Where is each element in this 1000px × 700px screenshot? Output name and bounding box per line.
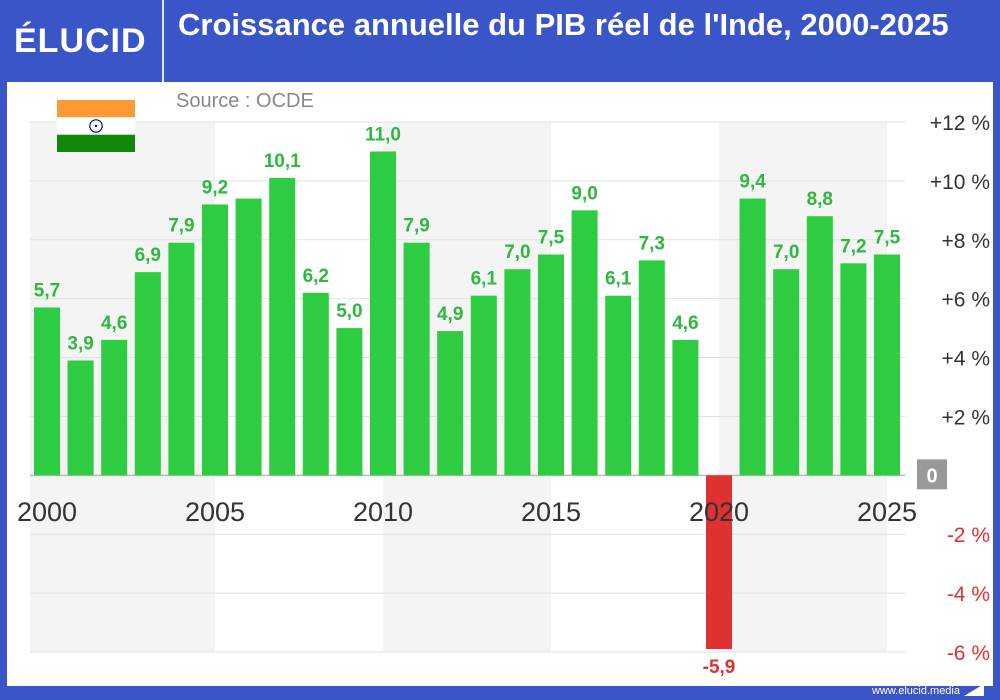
- data-label-2008: 6,2: [303, 266, 329, 287]
- data-label-2004: 7,9: [168, 216, 194, 237]
- bar-2020: [706, 475, 732, 650]
- y-tick-4: +4 %: [942, 348, 990, 371]
- data-label-2005: 9,2: [202, 177, 228, 198]
- x-tick-2000: 2000: [17, 497, 77, 527]
- bar-2008: [302, 292, 329, 476]
- header-divider: [162, 0, 164, 82]
- india-flag-icon: [57, 100, 135, 152]
- data-label-2018: 7,3: [639, 233, 665, 254]
- data-label-2003: 6,9: [135, 245, 161, 266]
- y-tick-12: +12 %: [930, 112, 990, 135]
- bar-2000: [34, 307, 60, 476]
- bar-2016: [571, 210, 598, 476]
- bar-2024: [840, 263, 867, 476]
- source-note: Source : OCDE: [176, 90, 314, 112]
- data-label-2011: 7,9: [403, 216, 429, 237]
- elucid-mark-icon: [964, 684, 984, 696]
- bar-2014: [504, 269, 531, 476]
- data-labels: 5,7 3,9 4,6 6,9 7,9 9,2 10,1 6,2 5,0 11,0 7,9 4,9 6,…: [34, 124, 901, 678]
- bar-2019: [672, 339, 699, 476]
- bar-2002: [101, 339, 128, 476]
- bar-2004: [168, 242, 195, 476]
- x-tick-2005: 2005: [185, 497, 245, 527]
- data-label-2024: 7,2: [840, 236, 866, 257]
- data-label-2017: 6,1: [605, 269, 632, 290]
- bar-2015: [538, 254, 564, 476]
- y-tick-8: +8 %: [942, 230, 990, 253]
- data-label-2002: 4,6: [101, 313, 127, 334]
- y-tick--4: -4 %: [947, 583, 990, 606]
- data-label-2022: 7,0: [773, 242, 799, 263]
- data-label-2016: 9,0: [571, 183, 597, 204]
- data-label-2015: 7,5: [538, 228, 565, 249]
- elucid-logo[interactable]: ÉLUCID: [14, 22, 147, 60]
- ashoka-chakra-icon: [89, 119, 103, 133]
- data-label-2012: 4,9: [437, 304, 463, 325]
- x-tick-2010: 2010: [353, 497, 413, 527]
- x-tick-2015: 2015: [521, 497, 581, 527]
- x-tick-2020: 2020: [689, 497, 749, 527]
- bars: [34, 151, 900, 650]
- bar-2021: [739, 198, 766, 476]
- bar-2018: [638, 260, 665, 476]
- data-label-2025: 7,5: [874, 228, 901, 249]
- data-label-2014: 7,0: [504, 242, 530, 263]
- y-tick-2: +2 %: [942, 406, 990, 429]
- flag-stripe-green: [57, 134, 135, 152]
- bar-2005: [202, 204, 228, 476]
- data-label-2021: 9,4: [739, 172, 766, 193]
- data-label-2007: 10,1: [264, 151, 301, 172]
- y-tick-0: 0: [926, 465, 937, 487]
- data-label-2020: -5,9: [703, 657, 736, 678]
- y-tick-labels: +12 % +10 % +8 % +6 % +4 % +2 % 0 -2 % -4 % -6 %: [917, 112, 990, 665]
- y-tick-10: +10 %: [930, 171, 990, 194]
- data-label-2013: 6,1: [471, 269, 498, 290]
- bar-2025: [874, 254, 900, 476]
- bar-2023: [806, 216, 833, 476]
- bar-2012: [437, 331, 464, 476]
- bar-2003: [134, 272, 161, 476]
- data-label-2019: 4,6: [672, 313, 698, 334]
- y-tick--6: -6 %: [947, 642, 990, 665]
- bar-2013: [470, 295, 497, 476]
- data-label-2023: 8,8: [807, 189, 833, 210]
- bar-2007: [269, 177, 296, 476]
- header: ÉLUCID Croissance annuelle du PIB réel d…: [0, 0, 1000, 82]
- zero-badge: [917, 459, 947, 490]
- bar-2006: [235, 198, 262, 476]
- y-tick--2: -2 %: [947, 524, 990, 547]
- bar-2011: [403, 242, 430, 476]
- data-label-2009: 5,0: [336, 301, 362, 322]
- bar-2009: [336, 328, 363, 476]
- website-link[interactable]: www.elucid.media: [871, 685, 960, 697]
- bar-2001: [67, 360, 94, 476]
- chart-title: Croissance annuelle du PIB réel de l'Ind…: [178, 7, 949, 42]
- x-tick-2025: 2025: [857, 497, 917, 527]
- x-tick-labels: 2000 2005 2010 2015 2020 2025: [17, 497, 917, 527]
- data-label-2010: 11,0: [365, 124, 401, 145]
- bar-2017: [605, 295, 632, 476]
- bar-2010: [370, 151, 396, 476]
- flag-stripe-saffron: [57, 100, 135, 118]
- data-label-2001: 3,9: [67, 334, 93, 355]
- data-label-2000: 5,7: [34, 281, 60, 302]
- y-tick-6: +6 %: [942, 289, 990, 312]
- bar-2022: [773, 269, 800, 476]
